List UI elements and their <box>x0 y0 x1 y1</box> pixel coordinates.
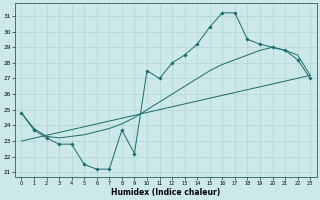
X-axis label: Humidex (Indice chaleur): Humidex (Indice chaleur) <box>111 188 220 197</box>
